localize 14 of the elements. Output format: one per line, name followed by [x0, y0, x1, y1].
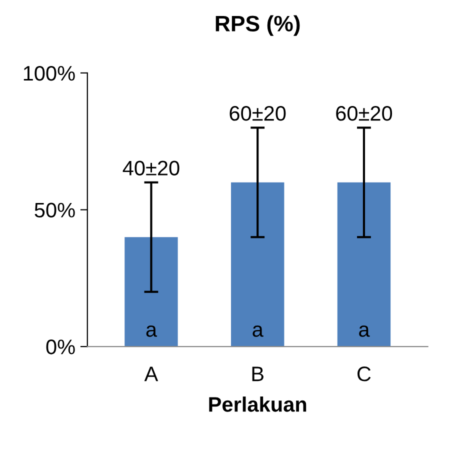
x-axis-title: Perlakuan [209, 396, 306, 412]
data-label: 60±20 [336, 106, 392, 121]
x-tick-label: A [144, 366, 158, 382]
annotation: a [146, 325, 158, 337]
data-label: 60±20 [230, 106, 286, 121]
annotation: a [252, 325, 264, 337]
x-tick-label: B [252, 366, 264, 382]
y-tick-label: 0% [46, 340, 75, 354]
y-tick-label: 100% [24, 66, 75, 81]
chart-title: RPS (%) [216, 15, 300, 36]
y-tick-label: 50% [34, 202, 75, 218]
annotation: a [359, 325, 370, 337]
x-tick-label: C [358, 366, 371, 382]
data-label: 40±20 [122, 160, 180, 176]
